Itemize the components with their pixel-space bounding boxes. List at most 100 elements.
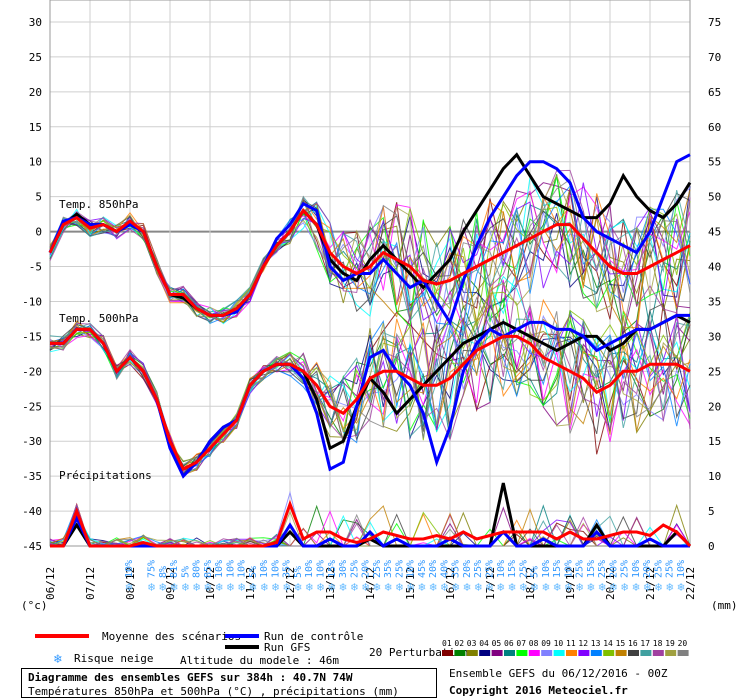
footer-subtitle: Températures 850hPa et 500hPa (°C) , pré… <box>28 685 399 698</box>
snow-risk-value: 5% <box>293 566 304 578</box>
snowflake-icon: ❄ <box>182 580 189 594</box>
snowflake-icon: ❄ <box>542 580 549 594</box>
right-axis-unit: (mm) <box>711 599 738 612</box>
perturbation-swatch <box>615 650 627 656</box>
perturbation-swatch <box>566 650 577 656</box>
perturbation-number: 20 <box>678 639 688 648</box>
snow-risk-value: 10% <box>214 560 225 578</box>
perturbation-number: 14 <box>603 639 613 648</box>
snowflake-icon: ❄ <box>351 580 358 594</box>
perturbation-swatch <box>528 650 540 656</box>
legend-altitude: Altitude du modele : 46m <box>180 654 339 667</box>
y-left-tick: 0 <box>35 226 42 239</box>
snow-risk-value: 10% <box>237 560 248 578</box>
snow-risk-value: 10% <box>304 560 315 578</box>
snowflake-icon: ❄ <box>565 580 572 594</box>
perturbation-swatch <box>466 650 478 656</box>
snowflake-icon: ❄ <box>216 580 223 594</box>
snowflake-icon: ❄ <box>159 580 166 594</box>
perturbation-number: 15 <box>616 639 626 648</box>
perturbation-swatch <box>590 650 602 656</box>
perturbation-number: 01 <box>442 639 452 648</box>
snowflake-icon: ❄ <box>362 580 369 594</box>
snow-risk-value: 15% <box>552 560 563 578</box>
y-left-tick: -20 <box>22 365 42 378</box>
perturbation-number: 16 <box>628 639 638 648</box>
snow-risk-value: 10% <box>316 560 327 578</box>
y-right-tick: 25 <box>708 365 721 378</box>
perturbation-number: 02 <box>454 639 464 648</box>
perturbation-number: 17 <box>640 639 650 648</box>
x-tick-label: 06/12 <box>44 567 57 600</box>
snowflake-icon: ❄ <box>384 580 391 594</box>
x-tick-label: 10/12 <box>204 567 217 600</box>
snow-risk-value: 15% <box>327 560 338 578</box>
x-tick-label: 21/12 <box>644 567 657 600</box>
x-tick-label: 15/12 <box>404 567 417 600</box>
snowflake-icon: ❄ <box>644 580 651 594</box>
perturbation-number: 06 <box>504 639 514 648</box>
x-tick-label: 11/12 <box>244 567 257 600</box>
snow-risk-value: 20% <box>608 560 619 578</box>
snowflake-icon: ❄ <box>294 580 301 594</box>
snow-risk-value: 20% <box>361 560 372 578</box>
snowflake-icon: ❄ <box>463 580 470 594</box>
moyenne-des-sc-narios-precip <box>50 499 692 548</box>
snow-risk-value: 25% <box>394 560 405 578</box>
snow-risk-value: 5% <box>248 566 259 578</box>
panel-label-t850: Temp. 850hPa <box>59 198 138 211</box>
perturbation-swatch <box>603 650 615 656</box>
y-right-tick: 70 <box>708 51 721 64</box>
snow-risk-value: 30% <box>338 560 349 578</box>
snow-risk-value: 25% <box>620 560 631 578</box>
snow-risk-value: 20% <box>428 560 439 578</box>
y-left-tick: -5 <box>29 261 42 274</box>
perturbation-swatch <box>652 650 664 656</box>
snowflake-icon: ❄ <box>610 580 617 594</box>
x-tick-label: 09/12 <box>164 567 177 600</box>
footer-info-box: Diagramme des ensembles GEFS sur 384h : … <box>21 668 437 698</box>
moyenne-des-sc-narios-t850 <box>48 208 691 317</box>
snowflake-icon: ❄ <box>587 580 594 594</box>
snow-risk-value: 20% <box>462 560 473 578</box>
x-tick-label: 16/12 <box>444 567 457 600</box>
snowflake-icon: ❄ <box>249 580 256 594</box>
snowflake-icon: ❄ <box>53 652 62 667</box>
snow-risk-value: 35% <box>383 560 394 578</box>
snow-risk-value: 35% <box>282 560 293 578</box>
snowflake-icon: ❄ <box>261 580 268 594</box>
footer-title: Diagramme des ensembles GEFS sur 384h : … <box>28 671 353 684</box>
perturbation-20-t850 <box>49 178 691 331</box>
snow-risk-value: 80% <box>192 560 203 578</box>
snow-risk-value: 25% <box>518 560 529 578</box>
snow-risk-value: 15% <box>586 560 597 578</box>
snow-risk-value: 10% <box>270 560 281 578</box>
x-tick-label: 22/12 <box>684 567 697 600</box>
y-left-tick: -25 <box>22 400 42 413</box>
y-right-tick: 60 <box>708 121 721 134</box>
y-right-tick: 75 <box>708 16 721 29</box>
snow-risk-value: 25% <box>349 560 360 578</box>
y-right-tick: 20 <box>708 400 721 413</box>
snow-risk-value: 25% <box>653 560 664 578</box>
y-left-tick: -35 <box>22 470 42 483</box>
snowflake-icon: ❄ <box>655 580 662 594</box>
snowflake-icon: ❄ <box>339 580 346 594</box>
y-left-tick: -10 <box>22 295 42 308</box>
snowflake-icon: ❄ <box>520 580 527 594</box>
perturbation-swatch <box>491 650 503 656</box>
snowflake-icon: ❄ <box>430 580 437 594</box>
y-right-tick: 0 <box>708 540 715 553</box>
y-right-tick: 30 <box>708 330 721 343</box>
snow-risk-value: 25% <box>372 560 383 578</box>
snowflake-icon: ❄ <box>396 580 403 594</box>
snowflake-icon: ❄ <box>621 580 628 594</box>
x-tick-label: 07/12 <box>84 567 97 600</box>
y-left-tick: 10 <box>29 156 42 169</box>
snow-risk-value: 85% <box>203 560 214 578</box>
y-left-tick: -45 <box>22 540 42 553</box>
x-tick-label: 20/12 <box>604 567 617 600</box>
snowflake-icon: ❄ <box>317 580 324 594</box>
perturbation-number: 09 <box>541 639 551 648</box>
perturbation-number: 18 <box>653 639 663 648</box>
